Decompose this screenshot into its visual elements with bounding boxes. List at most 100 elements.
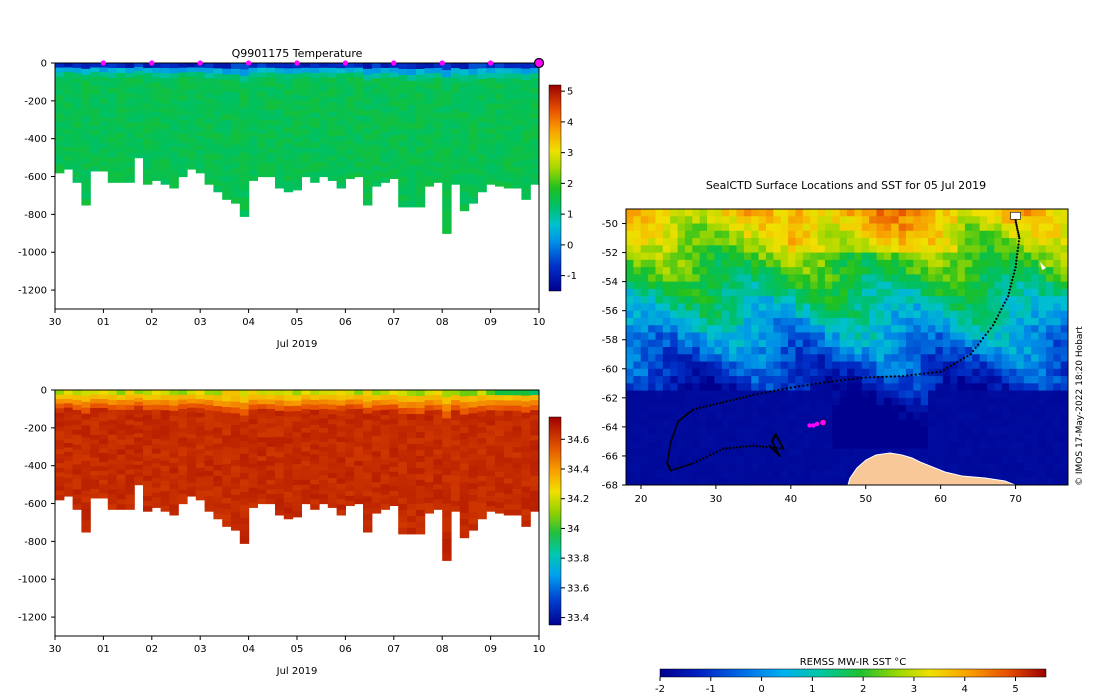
section-cell <box>213 395 222 401</box>
sst-cell <box>641 463 649 471</box>
sst-cell <box>744 340 752 348</box>
section-cell <box>521 194 530 200</box>
section-cell <box>451 139 460 145</box>
section-cell <box>134 473 143 478</box>
section-cell <box>319 489 328 494</box>
section-cell <box>363 443 372 450</box>
section-cell <box>161 415 170 421</box>
section-cell <box>90 439 99 444</box>
section-cell <box>266 68 275 73</box>
section-cell <box>460 69 469 76</box>
sst-cell <box>854 441 862 449</box>
sst-cell <box>1039 303 1047 311</box>
section-cell <box>249 473 258 478</box>
section-cell <box>504 99 513 105</box>
section-cell <box>425 411 434 417</box>
profile-column <box>257 63 266 177</box>
section-cell <box>372 441 381 447</box>
sst-cell <box>943 376 951 384</box>
section-cell <box>257 125 266 130</box>
section-cell <box>354 77 363 82</box>
section-cell <box>486 481 495 487</box>
section-cell <box>495 477 504 483</box>
section-cell <box>231 402 240 408</box>
section-cell <box>460 507 469 514</box>
sst-cell <box>1046 267 1054 275</box>
section-cell <box>249 419 258 424</box>
sst-cell <box>943 318 951 326</box>
sst-cell <box>1009 420 1017 428</box>
sst-cell <box>729 463 737 471</box>
section-cell <box>161 506 170 512</box>
section-cell <box>205 506 214 512</box>
section-cell <box>328 175 337 180</box>
sst-cell <box>781 412 789 420</box>
section-cell <box>90 444 99 449</box>
section-cell <box>266 115 275 120</box>
section-cell <box>134 441 143 446</box>
sst-cell <box>1009 296 1017 304</box>
section-cell <box>328 414 337 419</box>
sst-cell <box>795 303 803 311</box>
sst-cell <box>707 274 715 282</box>
section-cell <box>178 404 187 409</box>
sst-cell <box>1039 441 1047 449</box>
sst-cell <box>648 245 656 253</box>
profile-column <box>73 390 82 510</box>
section-cell <box>504 157 513 163</box>
section-cell <box>266 494 275 499</box>
sst-cell <box>818 224 826 232</box>
section-cell <box>328 454 337 459</box>
section-cell <box>205 446 214 452</box>
section-cell <box>513 151 522 157</box>
section-cell <box>398 171 407 178</box>
section-cell <box>117 172 126 178</box>
section-cell <box>372 73 381 79</box>
sst-cell <box>943 354 951 362</box>
sst-cell <box>1039 224 1047 232</box>
sst-cell <box>965 412 973 420</box>
sst-cell <box>1024 354 1032 362</box>
section-cell <box>196 449 205 454</box>
section-cell <box>64 399 73 404</box>
sst-cell <box>641 224 649 232</box>
section-cell <box>381 118 390 124</box>
sst-cell <box>795 362 803 370</box>
sst-cell <box>773 398 781 406</box>
y-tick-label: -400 <box>24 134 47 145</box>
sst-cell <box>670 267 678 275</box>
sst-cell <box>1053 362 1061 370</box>
sst-cell <box>803 340 811 348</box>
sst-cell <box>943 253 951 261</box>
section-cell <box>442 219 451 227</box>
sst-cell <box>781 376 789 384</box>
section-cell <box>451 486 460 492</box>
sst-cell <box>737 267 745 275</box>
section-cell <box>521 108 530 114</box>
section-cell <box>73 93 82 99</box>
latest-surface-marker <box>535 59 544 68</box>
section-cell <box>205 164 214 170</box>
section-cell <box>108 98 117 104</box>
section-cell <box>205 113 214 119</box>
sst-cell <box>994 325 1002 333</box>
sst-cell <box>1039 245 1047 253</box>
sst-cell <box>1039 391 1047 399</box>
section-cell <box>433 78 442 84</box>
section-cell <box>477 165 486 171</box>
section-cell <box>73 410 82 416</box>
sst-cell <box>655 376 663 384</box>
sst-cell <box>751 398 759 406</box>
sst-cell <box>994 405 1002 413</box>
sst-cell <box>641 311 649 319</box>
sst-cell <box>714 347 722 355</box>
sst-cell <box>678 296 686 304</box>
section-cell <box>205 134 214 140</box>
section-cell <box>64 474 73 479</box>
sst-cell <box>876 296 884 304</box>
section-cell <box>451 129 460 135</box>
sst-cell <box>1002 325 1010 333</box>
sst-cell <box>906 332 914 340</box>
sst-cell <box>744 274 752 282</box>
section-cell <box>143 435 152 441</box>
